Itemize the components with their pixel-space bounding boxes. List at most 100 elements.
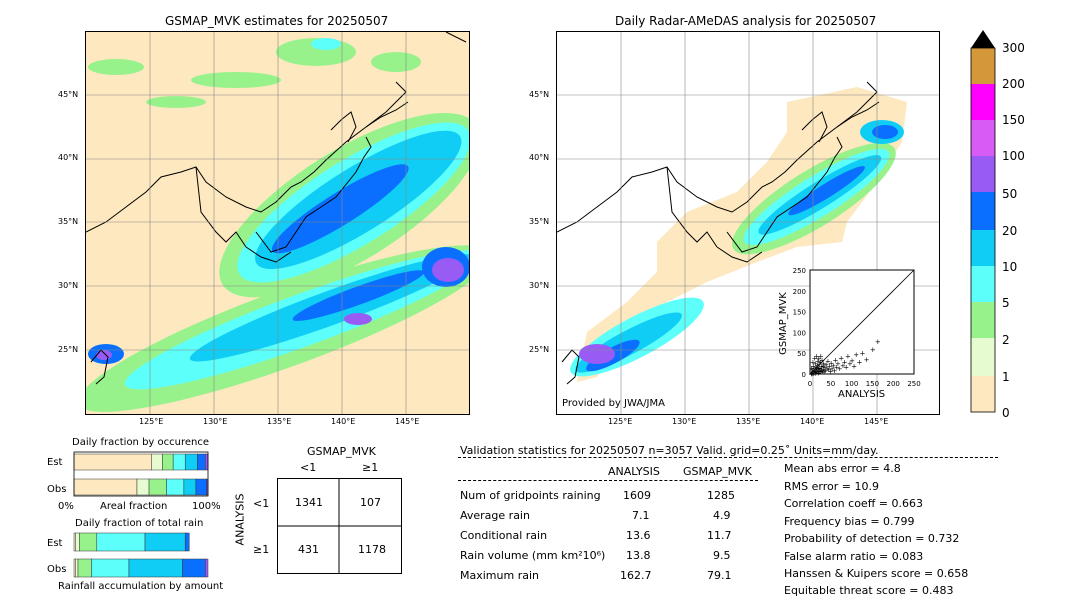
totalrain-obs-segment	[205, 558, 209, 578]
colorbar-swatch	[971, 120, 995, 156]
scatter-point: +	[813, 364, 819, 372]
scatter-ylabel: GSMAP_MVK	[777, 292, 789, 355]
stat-analysis: 1609	[623, 489, 651, 502]
right-lon-tick: 140°E	[800, 417, 825, 426]
totalrain-chart	[73, 532, 209, 578]
scatter-point: +	[810, 368, 816, 376]
colorbar-label: 1	[1002, 370, 1010, 384]
scatter-point: +	[812, 365, 818, 373]
scatter-point: +	[818, 352, 824, 360]
scatter-point: +	[847, 360, 853, 368]
scatter-ytick: 0	[802, 371, 806, 379]
stat-label: Maximum rain	[460, 569, 539, 582]
score: RMS error = 10.9	[784, 480, 879, 493]
scatter-xlabel: ANALYSIS	[838, 389, 886, 400]
totalrain-est-segment	[144, 532, 186, 552]
scatter-point: +	[815, 366, 821, 374]
validation-divider	[458, 457, 998, 458]
scatter-point: +	[812, 360, 818, 368]
left-lon-tick: 140°E	[331, 417, 356, 426]
left-map-title: GSMAP_MVK estimates for 20250507	[165, 14, 389, 28]
scatter-point: +	[832, 356, 838, 364]
left-lon-tick: 145°E	[395, 417, 420, 426]
occurrence-obs-segment	[195, 478, 207, 496]
scatter-point: +	[814, 367, 820, 375]
right-lon-tick: 145°E	[864, 417, 889, 426]
scatter-point: +	[822, 367, 828, 375]
occurrence-xtick-0: 0%	[58, 501, 74, 512]
right-lat-tick: 40°N	[529, 153, 550, 162]
score: Mean abs error = 4.8	[784, 462, 901, 475]
right-lon-tick: 135°E	[736, 417, 761, 426]
totalrain-obs-segment	[77, 558, 92, 578]
scatter-point: +	[857, 359, 863, 367]
contingency-row-label: ≥1	[253, 543, 270, 556]
scatter-point: +	[810, 363, 816, 371]
contingency-grid	[277, 478, 402, 574]
left-lon-tick: 135°E	[267, 417, 292, 426]
scatter-point: +	[814, 353, 820, 361]
col-analysis: ANALYSIS	[608, 465, 660, 478]
contingency-row-label: <1	[253, 497, 270, 510]
occurrence-est-segment	[73, 453, 152, 471]
totalrain-obs-segment	[128, 558, 183, 578]
colorbar-label: 20	[1002, 224, 1018, 238]
scatter-point: +	[818, 368, 824, 376]
scatter-point: +	[827, 363, 833, 371]
scatter-points: ++++++++++++++++++++++++++++++++++++++++…	[808, 338, 881, 378]
scatter-point: +	[849, 357, 855, 365]
scatter-point: +	[817, 367, 823, 375]
scatter-xtick: 150	[866, 380, 879, 388]
left-map-field	[86, 32, 469, 414]
col-gsmap: GSMAP_MVK	[683, 465, 752, 478]
colorbar-swatch	[971, 84, 995, 120]
right-lat-tick: 45°N	[529, 90, 550, 99]
contingency-col-label: <1	[300, 461, 317, 474]
scatter-point: +	[808, 371, 814, 379]
contingency-ylabel: ANALYSIS	[233, 493, 247, 546]
colorbar-swatch	[971, 192, 995, 230]
colorbar-label: 5	[1002, 296, 1010, 310]
occurrence-est-segment	[172, 453, 186, 471]
occurrence-est-segment	[197, 453, 206, 471]
scatter-ytick: 50	[797, 350, 806, 358]
stat-analysis: 13.6	[626, 529, 651, 542]
score: Hanssen & Kuipers score = 0.658	[784, 567, 969, 580]
scatter-point: +	[851, 363, 857, 371]
colorbar-swatch	[971, 48, 995, 84]
totalrain-obs-label: Obs	[47, 564, 67, 575]
stat-label: Num of gridpoints raining	[460, 489, 601, 502]
scatter-point: +	[830, 362, 836, 370]
colorbar-label: 50	[1002, 187, 1018, 201]
scatter-diagonal	[809, 269, 915, 375]
totalrain-est-segment	[79, 532, 98, 552]
occurrence-obs-segment	[73, 478, 138, 496]
totalrain-est-label: Est	[47, 538, 63, 549]
scatter-point: +	[811, 370, 817, 378]
score: Correlation coeff = 0.663	[784, 497, 923, 510]
totalrain-xlabel: Rainfall accumulation by amount	[58, 581, 224, 592]
scatter-xtick: 0	[808, 380, 812, 388]
scatter-point: +	[843, 364, 849, 372]
scatter-point: +	[828, 359, 834, 367]
scatter-point: +	[816, 355, 822, 363]
score: False alarm ratio = 0.083	[784, 550, 924, 563]
occurrence-obs-label: Obs	[47, 484, 67, 495]
scatter-point: +	[812, 369, 818, 377]
contingency-cell: 1178	[358, 543, 386, 556]
stat-gsmap: 1285	[707, 489, 735, 502]
colorbar-label: 0	[1002, 406, 1010, 420]
occurrence-obs-segment	[183, 478, 197, 496]
scatter-point: +	[811, 367, 817, 375]
stat-analysis: 162.7	[620, 569, 652, 582]
contingency-cell: 1341	[295, 496, 323, 509]
colorbar-extend-triangle	[971, 30, 995, 48]
scatter-point: +	[842, 359, 848, 367]
data-credit: Provided by JWA/JMA	[562, 398, 665, 409]
scatter-point: +	[825, 357, 831, 365]
stat-gsmap: 4.9	[713, 509, 731, 522]
scatter-point: +	[824, 365, 830, 373]
stat-label: Conditional rain	[460, 529, 548, 542]
scatter-point: +	[818, 363, 824, 371]
scatter-point: +	[814, 369, 820, 377]
